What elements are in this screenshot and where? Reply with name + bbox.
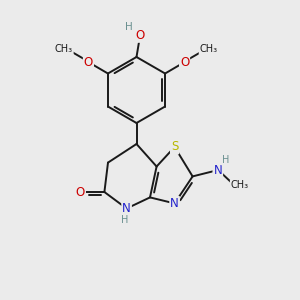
Text: H: H (125, 22, 133, 32)
Text: CH₃: CH₃ (231, 180, 249, 190)
Text: CH₃: CH₃ (200, 44, 217, 55)
Text: O: O (180, 56, 189, 69)
Text: N: N (170, 197, 179, 210)
Text: CH₃: CH₃ (55, 44, 73, 55)
Text: S: S (171, 140, 178, 154)
Text: O: O (136, 29, 145, 42)
Text: H: H (222, 154, 229, 165)
Text: N: N (122, 202, 131, 215)
Text: O: O (76, 185, 85, 199)
Text: H: H (122, 215, 129, 225)
Text: N: N (213, 164, 222, 178)
Text: O: O (84, 56, 93, 69)
